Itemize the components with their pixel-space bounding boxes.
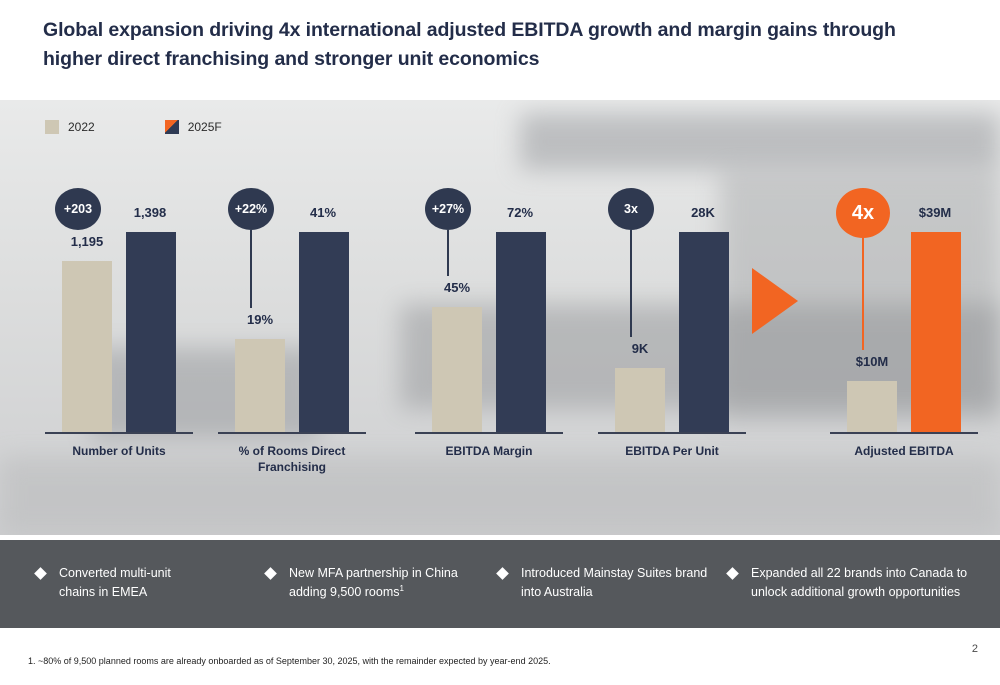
diamond-icon [34,567,47,580]
diamond-icon [726,567,739,580]
chart-number-of-units: +203 1,195 1,398 Number of Units [45,188,193,518]
bar-value-2022: 1,195 [70,234,104,249]
axis-line [218,432,366,434]
bar-value-2022: 45% [443,280,471,295]
chart-title: EBITDA Margin [445,444,533,458]
chart-band: 2022 2025F +203 1,195 1,398 Number of Un… [0,100,1000,535]
chart-title: % of Rooms Direct Franchising [238,444,346,475]
bar-2025f [299,232,349,432]
bar-2022 [432,307,482,432]
photo-shape [0,456,1000,535]
delta-badge: 4x [836,188,890,238]
chart-plot: +22% 19% 41% [218,188,366,432]
legend-swatch-2022 [45,120,59,134]
delta-badge: +27% [425,188,471,230]
chart-plot: +203 1,195 1,398 [45,188,193,432]
legend: 2022 2025F [45,120,222,134]
bar-2022 [615,368,665,432]
badge-stem [447,230,449,276]
page-number: 2 [971,643,978,655]
growth-arrow-icon [752,268,798,334]
callout-text: New MFA partnership in China adding 9,50… [289,566,458,599]
legend-item-2025f: 2025F [164,120,222,134]
chart-title: Adjusted EBITDA [854,444,954,458]
chart-rooms-direct-franchising: +22% 19% 41% % of Rooms Direct Franchisi… [218,188,366,518]
bar-value-2022: 9K [631,341,649,356]
callout-text: Converted multi-unit chains in EMEA [59,566,171,599]
chart-ebitda-per-unit: 3x 9K 28K EBITDA Per Unit [598,188,746,518]
chart-plot: +27% 45% 72% [415,188,563,432]
axis-line [598,432,746,434]
legend-item-2022: 2022 [45,120,95,134]
callout-text: Introduced Mainstay Suites brand into Au… [521,566,708,599]
footnote: 1. ~80% of 9,500 planned rooms are alrea… [28,656,551,666]
callout-text: Expanded all 22 brands into Canada to un… [751,566,968,599]
delta-badge: +22% [228,188,274,230]
diamond-icon [496,567,509,580]
badge-stem [250,230,252,308]
diamond-icon [264,567,277,580]
axis-line [830,432,978,434]
chart-plot: 4x $10M $39M [830,188,978,432]
callout-item: Introduced Mainstay Suites brand into Au… [496,564,723,602]
chart-ebitda-margin: +27% 45% 72% EBITDA Margin [415,188,563,518]
bar-value-2025f: 1,398 [133,205,167,220]
chart-plot: 3x 9K 28K [598,188,746,432]
badge-stem [862,238,864,350]
bar-value-2025f: 72% [506,205,534,220]
delta-badge: +203 [55,188,101,230]
callout-item: Expanded all 22 brands into Canada to un… [726,564,989,602]
photo-shape [520,113,1000,170]
slide-title: Global expansion driving 4x internationa… [43,19,896,71]
bar-2022 [847,381,897,432]
bar-value-2025f: $39M [918,205,952,220]
axis-line [415,432,563,434]
bar-2022 [235,339,285,432]
bar-value-2025f: 28K [691,205,715,220]
badge-stem [630,230,632,337]
bar-2025f [126,232,176,432]
legend-swatch-2025f [164,120,179,134]
bar-value-2022: 19% [246,312,274,327]
bar-2025f [911,232,961,432]
axis-line [45,432,193,434]
callout-band: Converted multi-unit chains in EMEA New … [0,540,1000,628]
callout-item: Converted multi-unit chains in EMEA [34,564,209,602]
callout-item: New MFA partnership in China adding 9,50… [264,564,471,602]
chart-title: EBITDA Per Unit [625,444,719,458]
legend-label-2025f: 2025F [187,120,222,134]
bar-2022 [62,261,112,432]
bar-2025f [679,232,729,432]
bar-value-2025f: 41% [309,205,337,220]
delta-badge: 3x [608,188,654,230]
legend-label-2022: 2022 [68,120,95,134]
chart-adjusted-ebitda: 4x $10M $39M Adjusted EBITDA [830,188,978,518]
bar-value-2022: $10M [855,354,889,369]
chart-title: Number of Units [72,444,166,458]
bar-2025f [496,232,546,432]
